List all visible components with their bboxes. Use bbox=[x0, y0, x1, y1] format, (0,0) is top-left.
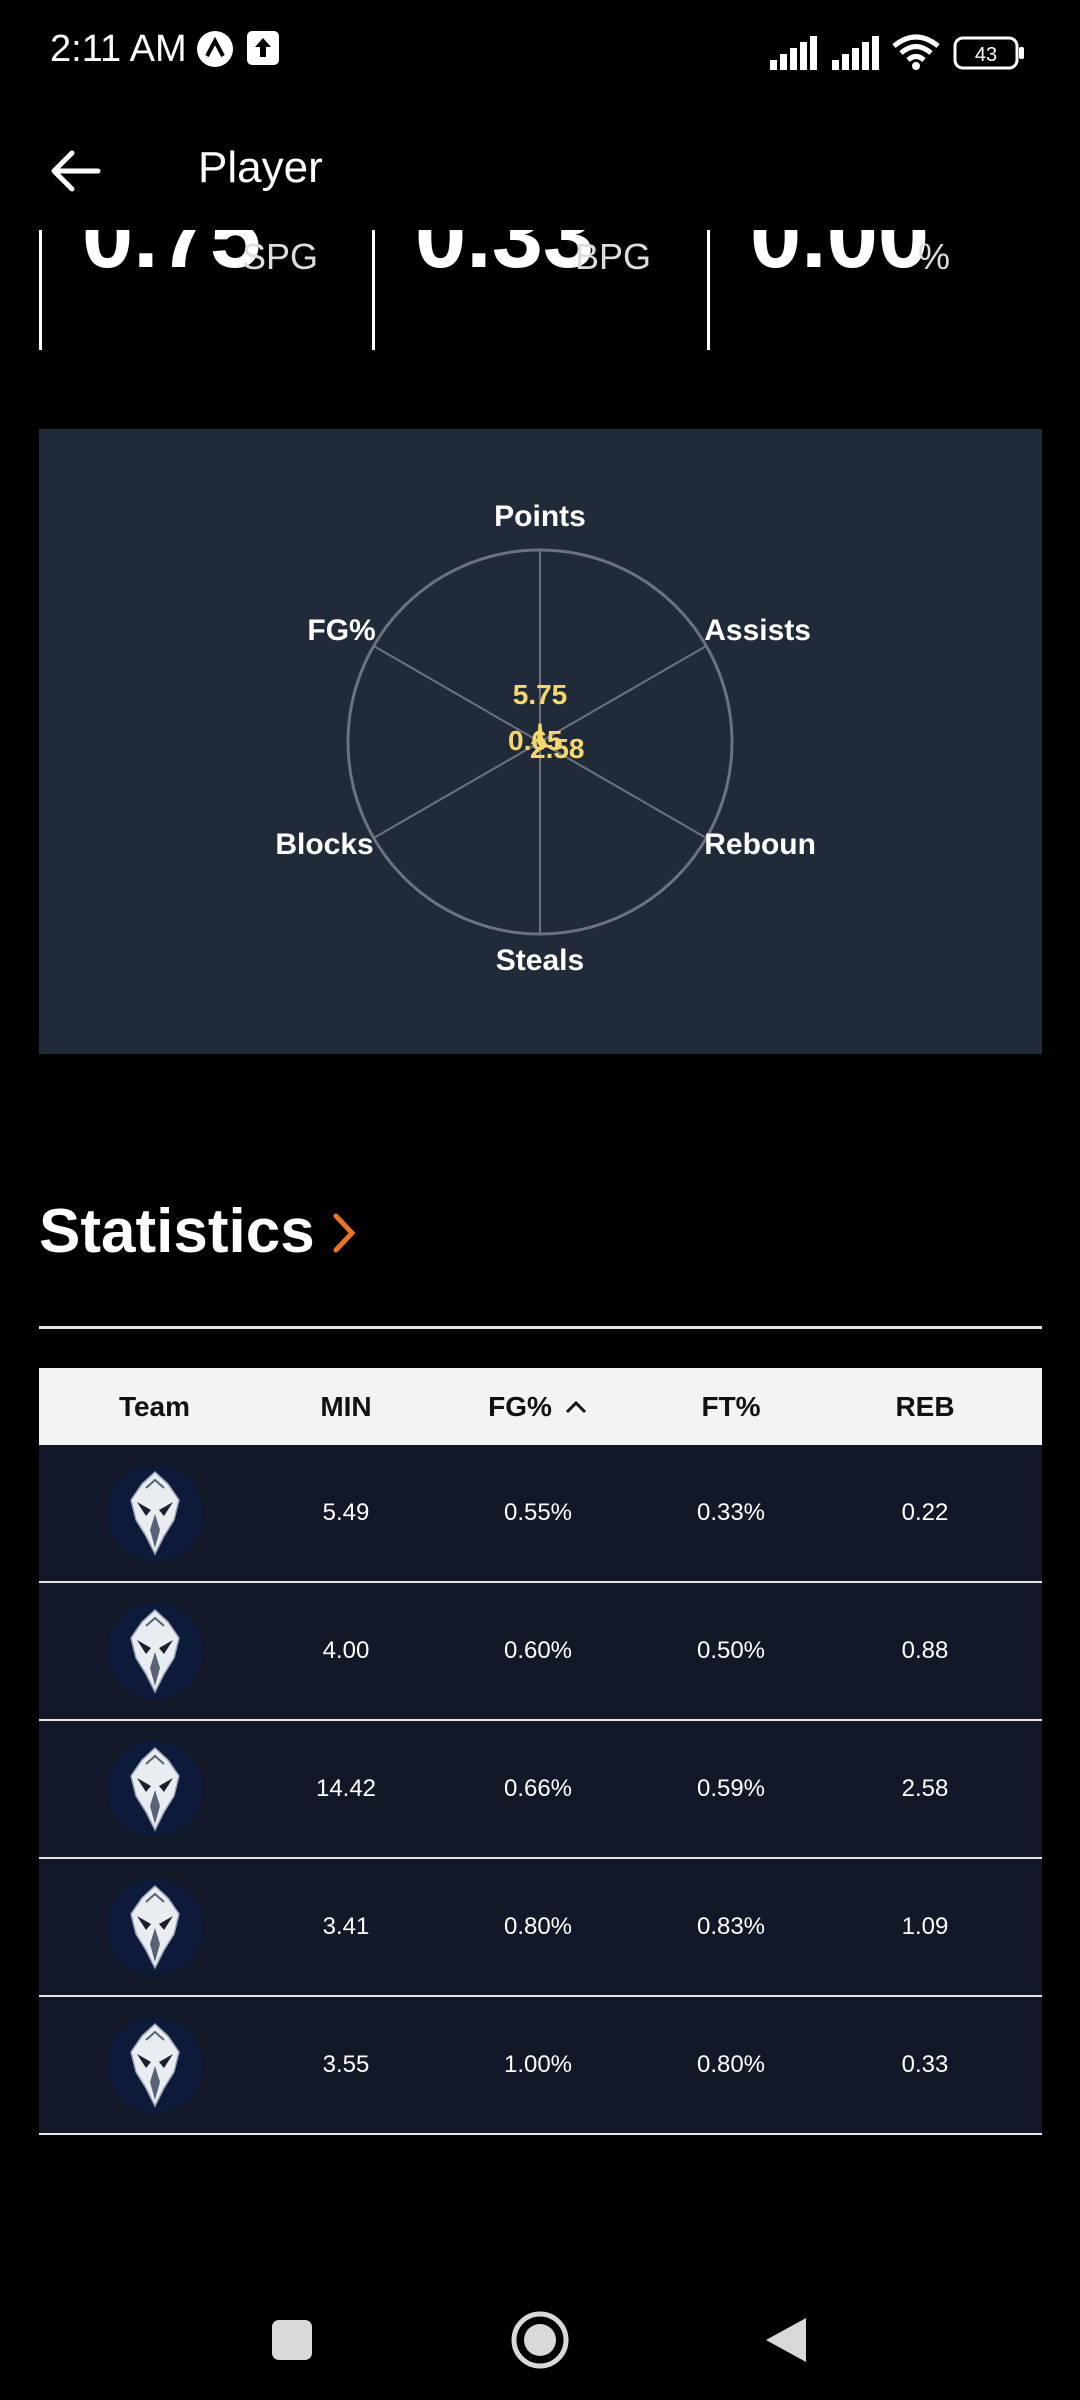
min-cell: 5.49 bbox=[322, 1499, 370, 1526]
radar-value-label: 2.58 bbox=[530, 733, 585, 764]
notification-a-icon bbox=[196, 30, 234, 73]
fg-cell: 1.00% bbox=[503, 2051, 573, 2078]
column-header-team[interactable]: Team bbox=[118, 1390, 191, 1422]
fg-cell: 0.60% bbox=[503, 1637, 573, 1664]
min-cell: 4.00 bbox=[322, 1637, 370, 1664]
signal-icon bbox=[770, 36, 820, 75]
table-row[interactable]: 3.55 1.00% 0.80% 0.33 bbox=[39, 1997, 1042, 2135]
wifi-icon bbox=[892, 34, 940, 75]
home-button[interactable] bbox=[500, 2300, 580, 2380]
stat-bpg: 0.33 BPG bbox=[372, 230, 705, 350]
recents-button[interactable] bbox=[252, 2300, 332, 2380]
team-logo bbox=[106, 1465, 203, 1561]
min-cell: 3.55 bbox=[322, 2051, 370, 2078]
stat-unit: % bbox=[918, 236, 951, 277]
radar-spoke bbox=[539, 741, 707, 839]
hawk-logo-icon bbox=[129, 2022, 180, 2108]
radar-axis-label: FG% bbox=[307, 614, 375, 647]
fg-cell: 0.66% bbox=[503, 1775, 573, 1802]
ft-cell: 0.33% bbox=[696, 1499, 766, 1526]
stat-unit: BPG bbox=[575, 236, 652, 277]
radar-axis-label: Assists bbox=[704, 614, 811, 647]
arrow-left-icon bbox=[51, 150, 101, 192]
signal-icon bbox=[832, 36, 882, 75]
stat-value: 0.00 bbox=[750, 230, 930, 287]
team-logo bbox=[106, 1741, 203, 1837]
stat-unit: SPG bbox=[242, 236, 319, 277]
column-header-fg[interactable]: FG% bbox=[422, 1391, 654, 1423]
ft-cell: 0.83% bbox=[696, 1913, 766, 1940]
hawk-logo-icon bbox=[129, 1884, 180, 1970]
radar-axis-label: Reboun bbox=[704, 828, 816, 861]
radar-chart: Points Assists Reboun Steals Blocks FG% 5.75 0.… bbox=[275, 500, 816, 977]
radar-spoke bbox=[373, 645, 541, 743]
team-logo bbox=[106, 2017, 203, 2113]
hawk-logo-icon bbox=[129, 1746, 180, 1832]
table-row[interactable]: 3.41 0.80% 0.83% 1.09 bbox=[39, 1859, 1042, 1997]
reb-cell: 2.58 bbox=[901, 1775, 949, 1802]
stat-strip: 0.75 SPG 0.33 BPG 0.00 % bbox=[0, 230, 1080, 350]
table-row[interactable]: 4.00 0.60% 0.50% 0.88 bbox=[39, 1583, 1042, 1721]
ft-cell: 0.50% bbox=[696, 1637, 766, 1664]
radar-axis-label: Blocks bbox=[275, 828, 373, 861]
stat-percent: 0.00 % bbox=[707, 230, 1040, 350]
min-cell: 14.42 bbox=[315, 1775, 377, 1802]
radar-series-polygon bbox=[536, 723, 553, 749]
fg-cell: 0.80% bbox=[503, 1913, 573, 1940]
hawk-logo-icon bbox=[129, 1470, 180, 1556]
radar-value-label: 0.65 bbox=[508, 725, 563, 756]
hawk-logo-icon bbox=[129, 1608, 180, 1694]
system-nav-bar bbox=[0, 2280, 1080, 2400]
radar-chart-panel: Points Assists Reboun Steals Blocks FG% 5.75 0.… bbox=[39, 429, 1042, 1054]
radar-axis-label: Steals bbox=[496, 944, 584, 977]
reb-cell: 0.22 bbox=[901, 1499, 949, 1526]
chevron-right-icon[interactable] bbox=[324, 1208, 364, 1258]
ft-cell: 0.80% bbox=[696, 2051, 766, 2078]
radar-axis-label: Points bbox=[494, 500, 586, 533]
page-title: Player bbox=[198, 143, 323, 192]
team-cell bbox=[39, 1603, 270, 1699]
table-header: Team MIN FG% FT% REB bbox=[39, 1368, 1042, 1445]
team-cell bbox=[39, 1741, 270, 1837]
team-logo bbox=[106, 1879, 203, 1975]
back-triangle-icon bbox=[766, 2318, 806, 2362]
team-cell bbox=[39, 1465, 270, 1561]
status-bar: 2:11 AM 43 bbox=[0, 0, 1080, 105]
column-header-reb[interactable]: REB bbox=[895, 1390, 955, 1422]
column-header-ft[interactable]: FT% bbox=[701, 1390, 761, 1422]
divider bbox=[39, 1326, 1042, 1329]
min-cell: 3.41 bbox=[322, 1913, 370, 1940]
app-bar: Player bbox=[0, 105, 1080, 230]
radar-spoke bbox=[373, 741, 541, 839]
statistics-table: Team MIN FG% FT% REB 5.49 0.55% 0.33% 0.22 4… bbox=[39, 1368, 1042, 2135]
statistics-title[interactable]: Statistics bbox=[39, 1197, 315, 1266]
team-cell bbox=[39, 1879, 270, 1975]
table-row[interactable]: 14.42 0.66% 0.59% 2.58 bbox=[39, 1721, 1042, 1859]
stat-spg: 0.75 SPG bbox=[39, 230, 372, 350]
ft-cell: 0.59% bbox=[696, 1775, 766, 1802]
reb-cell: 1.09 bbox=[901, 1913, 949, 1940]
team-logo bbox=[106, 1603, 203, 1699]
reb-cell: 0.88 bbox=[901, 1637, 949, 1664]
radar-spoke bbox=[539, 645, 707, 743]
stat-value: 0.75 bbox=[82, 230, 262, 287]
table-row[interactable]: 5.49 0.55% 0.33% 0.22 bbox=[39, 1445, 1042, 1583]
reb-cell: 0.33 bbox=[901, 2051, 949, 2078]
chevron-up-icon bbox=[565, 1400, 586, 1413]
radar-value-label: 5.75 bbox=[513, 679, 568, 710]
recents-square-icon bbox=[272, 2320, 312, 2360]
upload-icon bbox=[246, 30, 280, 71]
column-header-min[interactable]: MIN bbox=[320, 1390, 372, 1422]
back-button[interactable] bbox=[40, 135, 112, 207]
battery-level: 43 bbox=[975, 44, 997, 66]
stat-value: 0.33 bbox=[415, 230, 595, 287]
team-cell bbox=[39, 2017, 270, 2113]
fg-cell: 0.55% bbox=[503, 1499, 573, 1526]
home-circle-icon bbox=[511, 2311, 569, 2369]
back-nav-button[interactable] bbox=[746, 2300, 826, 2380]
battery-icon: 43 bbox=[953, 36, 1025, 75]
status-time: 2:11 AM bbox=[50, 28, 187, 70]
